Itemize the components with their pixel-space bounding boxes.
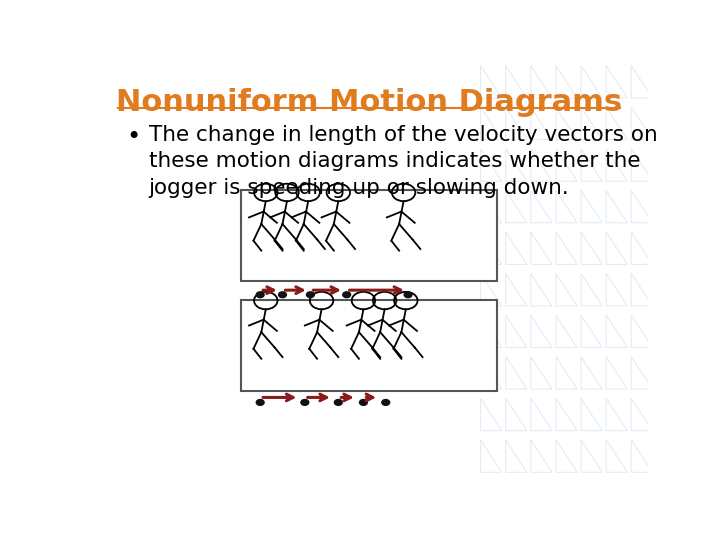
Circle shape: [359, 400, 367, 406]
Circle shape: [279, 292, 287, 298]
Bar: [240, 300, 498, 391]
Circle shape: [382, 400, 390, 406]
Text: •: •: [126, 125, 140, 149]
Circle shape: [334, 400, 342, 406]
Circle shape: [343, 292, 351, 298]
Circle shape: [301, 400, 309, 406]
Text: The change in length of the velocity vectors on
these motion diagrams indicates : The change in length of the velocity vec…: [148, 125, 657, 198]
Circle shape: [256, 292, 264, 298]
Text: Nonuniform Motion Diagrams: Nonuniform Motion Diagrams: [116, 87, 622, 117]
Bar: [240, 190, 498, 281]
Circle shape: [307, 292, 315, 298]
Circle shape: [256, 400, 264, 406]
Circle shape: [404, 292, 412, 298]
